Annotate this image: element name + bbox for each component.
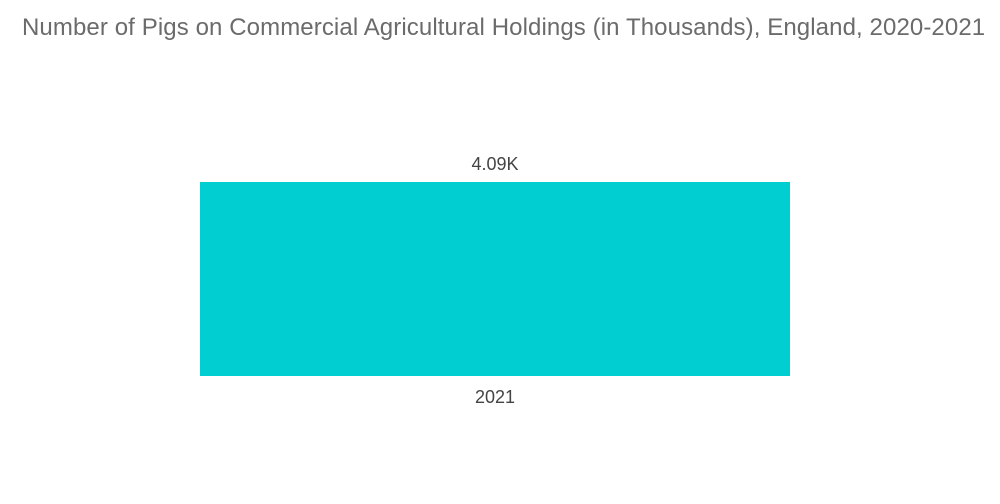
data-label-2021: 4.09K [471, 154, 518, 174]
bar-2021 [200, 182, 790, 376]
chart-title: Number of Pigs on Commercial Agricultura… [22, 14, 986, 41]
labels-group: 4.09K 2021 [471, 154, 518, 407]
bars-group [200, 182, 790, 376]
x-tick-label-2021: 2021 [475, 387, 515, 407]
